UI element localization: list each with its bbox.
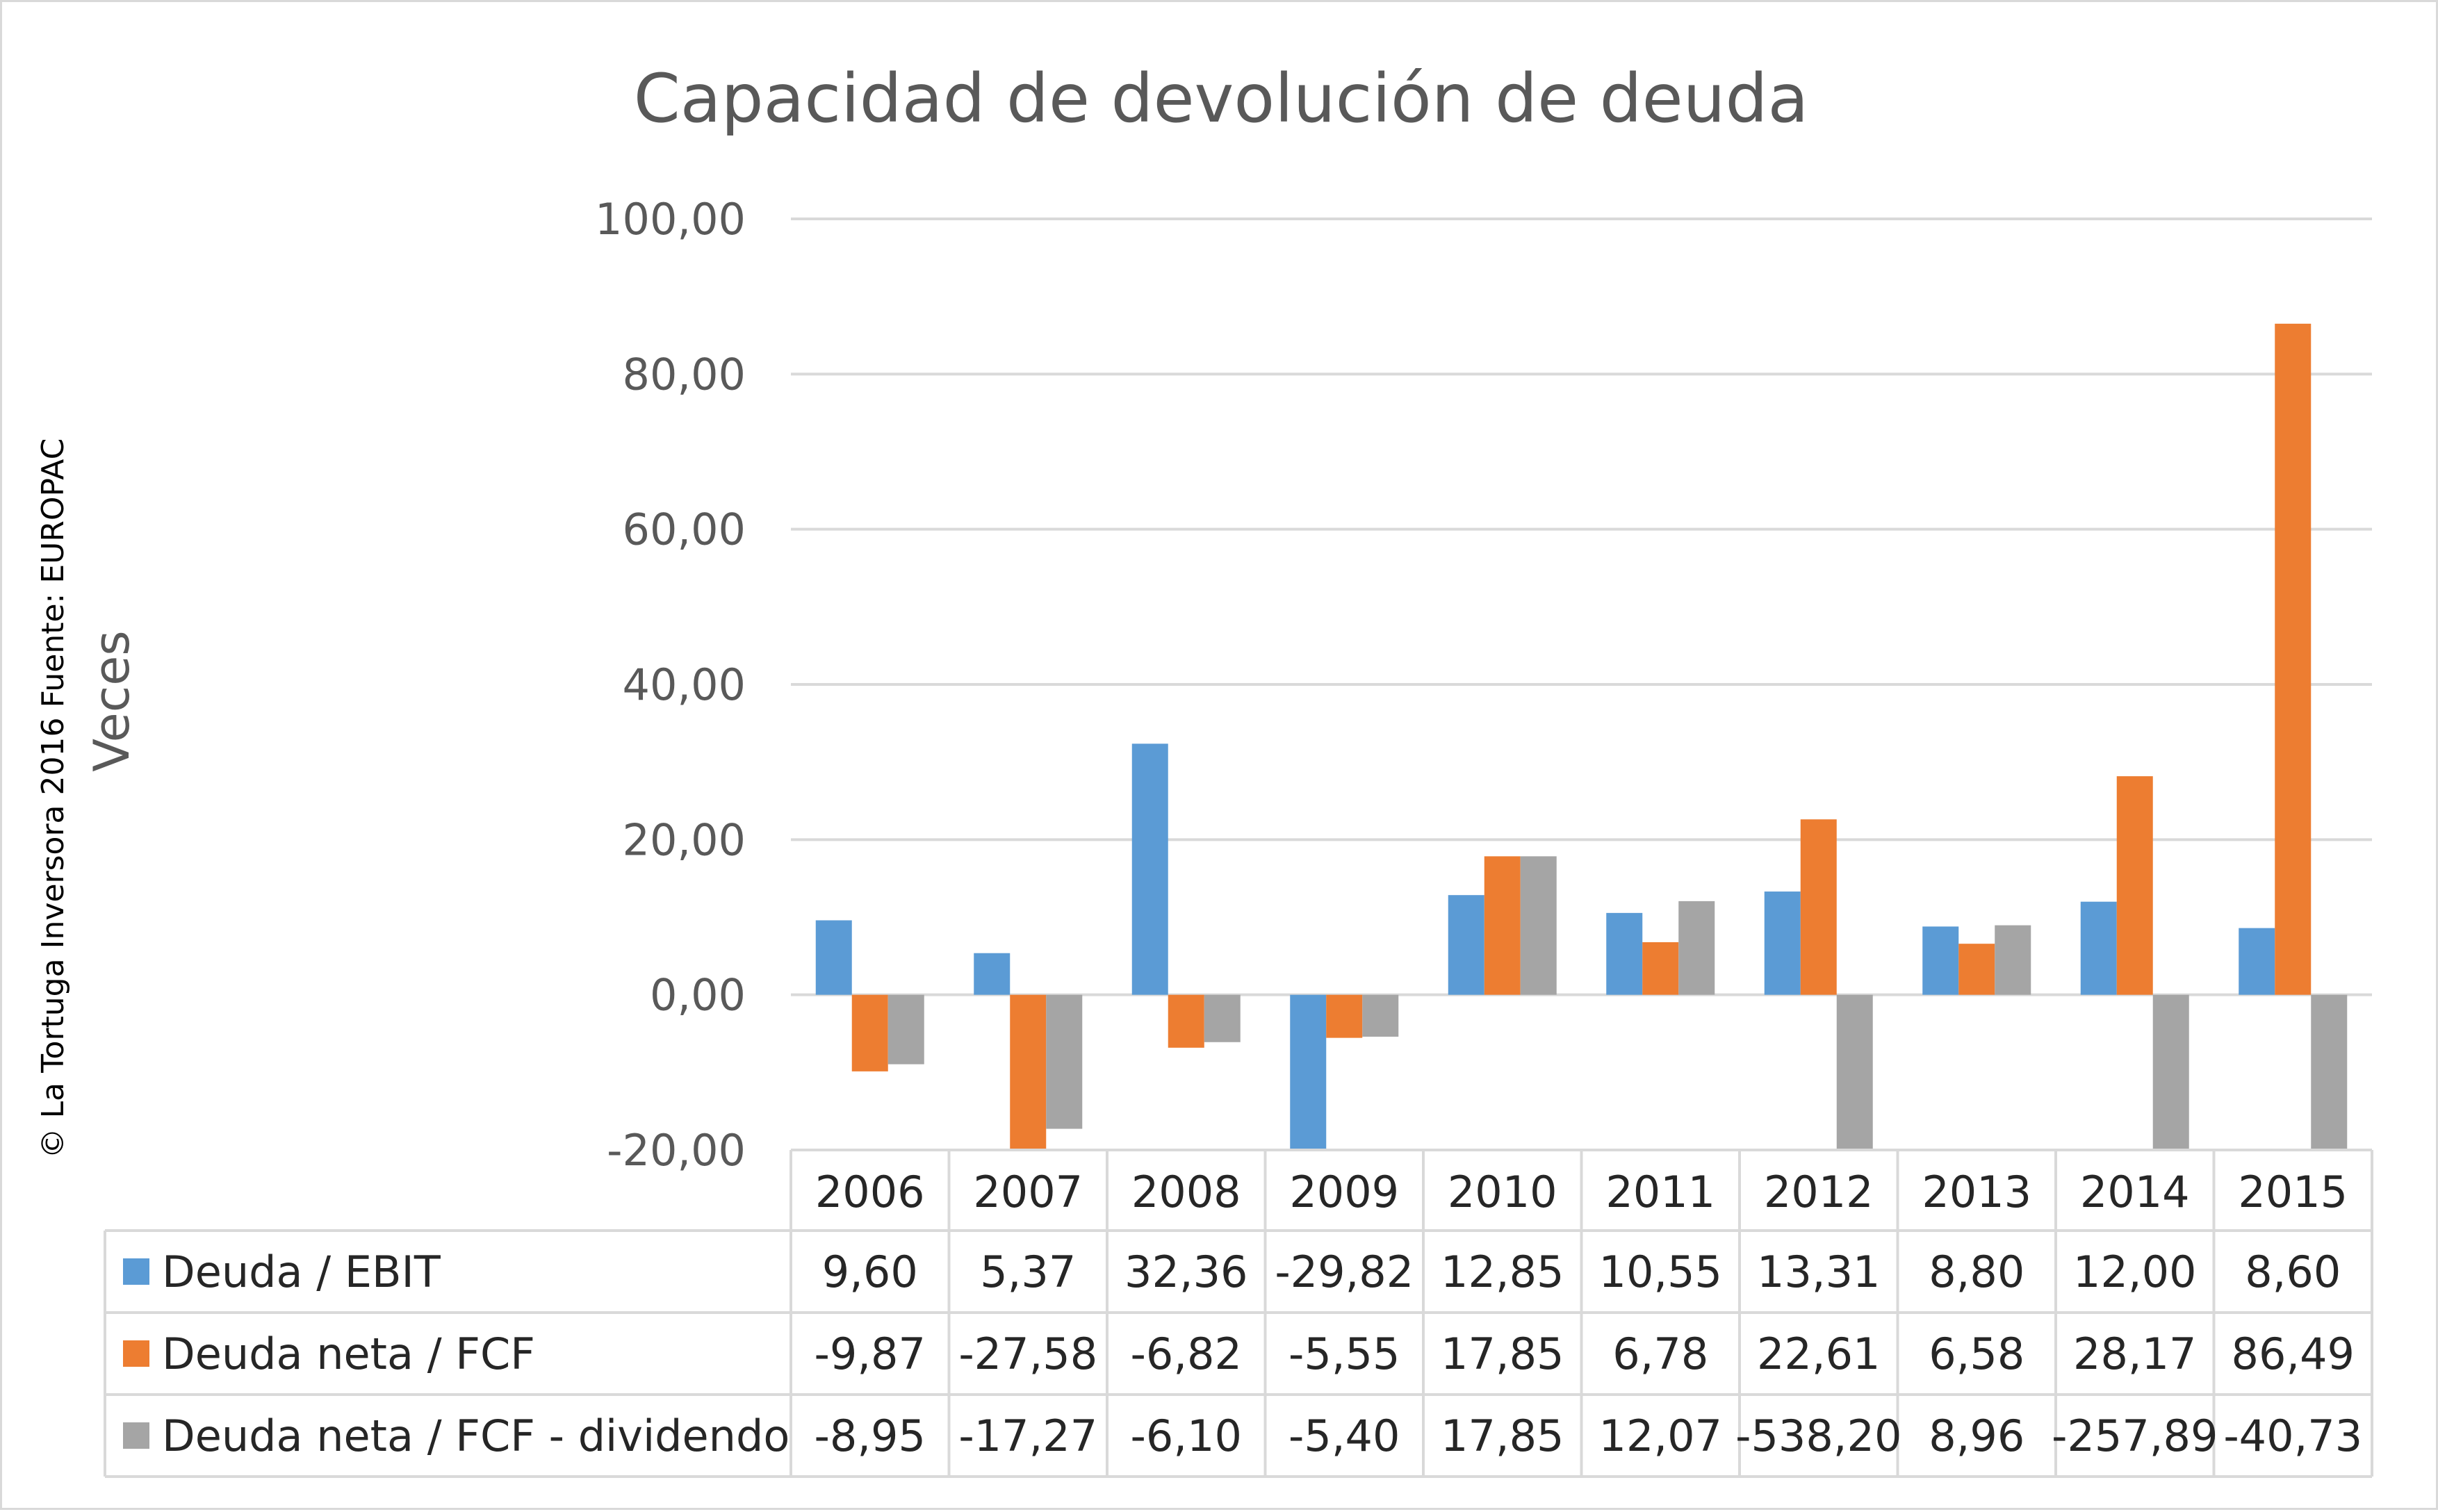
- y-tick-label: 80,00: [623, 349, 746, 400]
- legend-label: Deuda neta / FCF: [162, 1329, 535, 1379]
- table-cell: 6,78: [1612, 1329, 1708, 1379]
- table-cell: 6,58: [1929, 1329, 2024, 1379]
- table-cell: 32,36: [1124, 1247, 1248, 1297]
- table-cell: -6,82: [1131, 1329, 1242, 1379]
- category-label: 2015: [2238, 1167, 2348, 1217]
- bar-deuda-neta-fcf-2006: [851, 994, 888, 1071]
- bar-deuda-neta-fcf-dividendo-2010: [1520, 856, 1557, 995]
- bar-deuda-neta-fcf-2014: [2116, 776, 2153, 995]
- table-cell: 8,80: [1929, 1247, 2024, 1297]
- table-cell: 22,61: [1757, 1329, 1881, 1379]
- y-tick-label: 20,00: [623, 814, 746, 865]
- table-cell: 86,49: [2232, 1329, 2355, 1379]
- table-cell: 28,17: [2073, 1329, 2197, 1379]
- legend-label: Deuda / EBIT: [162, 1247, 441, 1297]
- bar-deuda-neta-fcf-2007: [1010, 994, 1047, 1150]
- y-tick-labels: -20,00 0,00 20,00 40,00 60,00 80,00 100,00: [595, 194, 746, 1176]
- legend-swatch: [123, 1422, 149, 1449]
- table-cell: -257,89: [2052, 1411, 2218, 1461]
- bar-deuda-neta-fcf-dividendo-2008: [1204, 994, 1241, 1042]
- table-cell: -5,55: [1288, 1329, 1400, 1379]
- table-cell: 8,60: [2245, 1247, 2341, 1297]
- bar-deuda-neta-fcf-2012: [1800, 819, 1837, 995]
- category-label: 2010: [1448, 1167, 1557, 1217]
- bar-deuda-ebit-2008: [1131, 743, 1168, 995]
- bar-deuda-neta-fcf-2015: [2275, 323, 2312, 995]
- bar-deuda-ebit-2009: [1290, 994, 1327, 1150]
- chart-title: Capacidad de devolución de deuda: [634, 60, 1809, 138]
- legend-swatch: [123, 1258, 149, 1285]
- y-tick-label: 60,00: [623, 504, 746, 555]
- bar-deuda-neta-fcf-dividendo-2006: [887, 994, 924, 1065]
- legend-swatch: [123, 1340, 149, 1367]
- category-label: 2007: [973, 1167, 1083, 1217]
- bar-deuda-neta-fcf-2011: [1642, 942, 1679, 995]
- table-cell: -27,58: [958, 1329, 1097, 1379]
- table-cell: -40,73: [2223, 1411, 2362, 1461]
- bar-deuda-neta-fcf-dividendo-2012: [1836, 994, 1873, 1150]
- table-cell: 12,85: [1441, 1247, 1564, 1297]
- table-cell: 12,00: [2073, 1247, 2197, 1297]
- category-label: 2006: [815, 1167, 925, 1217]
- table-cell: -6,10: [1131, 1411, 1242, 1461]
- table-cell: 12,07: [1599, 1411, 1723, 1461]
- category-label: 2011: [1605, 1167, 1715, 1217]
- bars: [815, 323, 2348, 1150]
- bar-deuda-ebit-2014: [2080, 901, 2117, 995]
- bar-deuda-neta-fcf-dividendo-2013: [1995, 925, 2031, 995]
- bar-deuda-neta-fcf-2010: [1484, 856, 1521, 995]
- category-label: 2009: [1289, 1167, 1399, 1217]
- table-cell: 13,31: [1757, 1247, 1881, 1297]
- bar-deuda-neta-fcf-2013: [1958, 944, 1995, 995]
- table-cell: 8,96: [1929, 1411, 2024, 1461]
- y-tick-label: -20,00: [607, 1125, 746, 1176]
- y-axis-label: Veces: [83, 630, 140, 772]
- bar-deuda-neta-fcf-2009: [1326, 994, 1363, 1038]
- bar-deuda-neta-fcf-dividendo-2014: [2152, 994, 2189, 1150]
- bar-deuda-neta-fcf-dividendo-2009: [1362, 994, 1399, 1037]
- bar-deuda-ebit-2012: [1764, 891, 1801, 995]
- y-tick-label: 100,00: [595, 194, 746, 245]
- bar-deuda-neta-fcf-dividendo-2015: [2311, 994, 2348, 1150]
- data-table: 2006 2007 2008 2009 2010 2011 2012 2013 2014 2015…: [104, 1149, 2373, 1478]
- table-cell: 17,85: [1441, 1329, 1564, 1379]
- category-label: 2008: [1131, 1167, 1241, 1217]
- table-cell: -538,20: [1735, 1411, 1901, 1461]
- y-tick-label: 0,00: [650, 970, 746, 1021]
- table-cell: -17,27: [958, 1411, 1097, 1461]
- bar-deuda-ebit-2010: [1448, 895, 1484, 995]
- copyright-watermark: © La Tortuga Inversora 2016 Fuente: EURO…: [35, 438, 71, 1159]
- category-label: 2013: [1922, 1167, 2031, 1217]
- table-cell: 10,55: [1599, 1247, 1723, 1297]
- table-cell: 5,37: [980, 1247, 1076, 1297]
- bar-deuda-neta-fcf-2008: [1168, 994, 1204, 1048]
- table-cell: 17,85: [1441, 1411, 1564, 1461]
- table-cell: -5,40: [1288, 1411, 1400, 1461]
- bar-deuda-ebit-2007: [974, 953, 1011, 995]
- table-cell: 9,60: [822, 1247, 918, 1297]
- bar-deuda-neta-fcf-dividendo-2007: [1046, 994, 1083, 1129]
- category-label: 2012: [1764, 1167, 1874, 1217]
- table-cell: -9,87: [815, 1329, 926, 1379]
- bar-deuda-ebit-2013: [1922, 926, 1959, 995]
- legend-label: Deuda neta / FCF - dividendo: [162, 1411, 790, 1461]
- bar-deuda-ebit-2015: [2239, 928, 2275, 995]
- y-tick-label: 40,00: [623, 659, 746, 710]
- table-cell: -29,82: [1275, 1247, 1414, 1297]
- table-cell: -8,95: [815, 1411, 926, 1461]
- bar-deuda-ebit-2006: [815, 920, 852, 995]
- bar-deuda-ebit-2011: [1606, 912, 1643, 995]
- category-label: 2014: [2080, 1167, 2190, 1217]
- bar-deuda-neta-fcf-dividendo-2011: [1678, 901, 1715, 995]
